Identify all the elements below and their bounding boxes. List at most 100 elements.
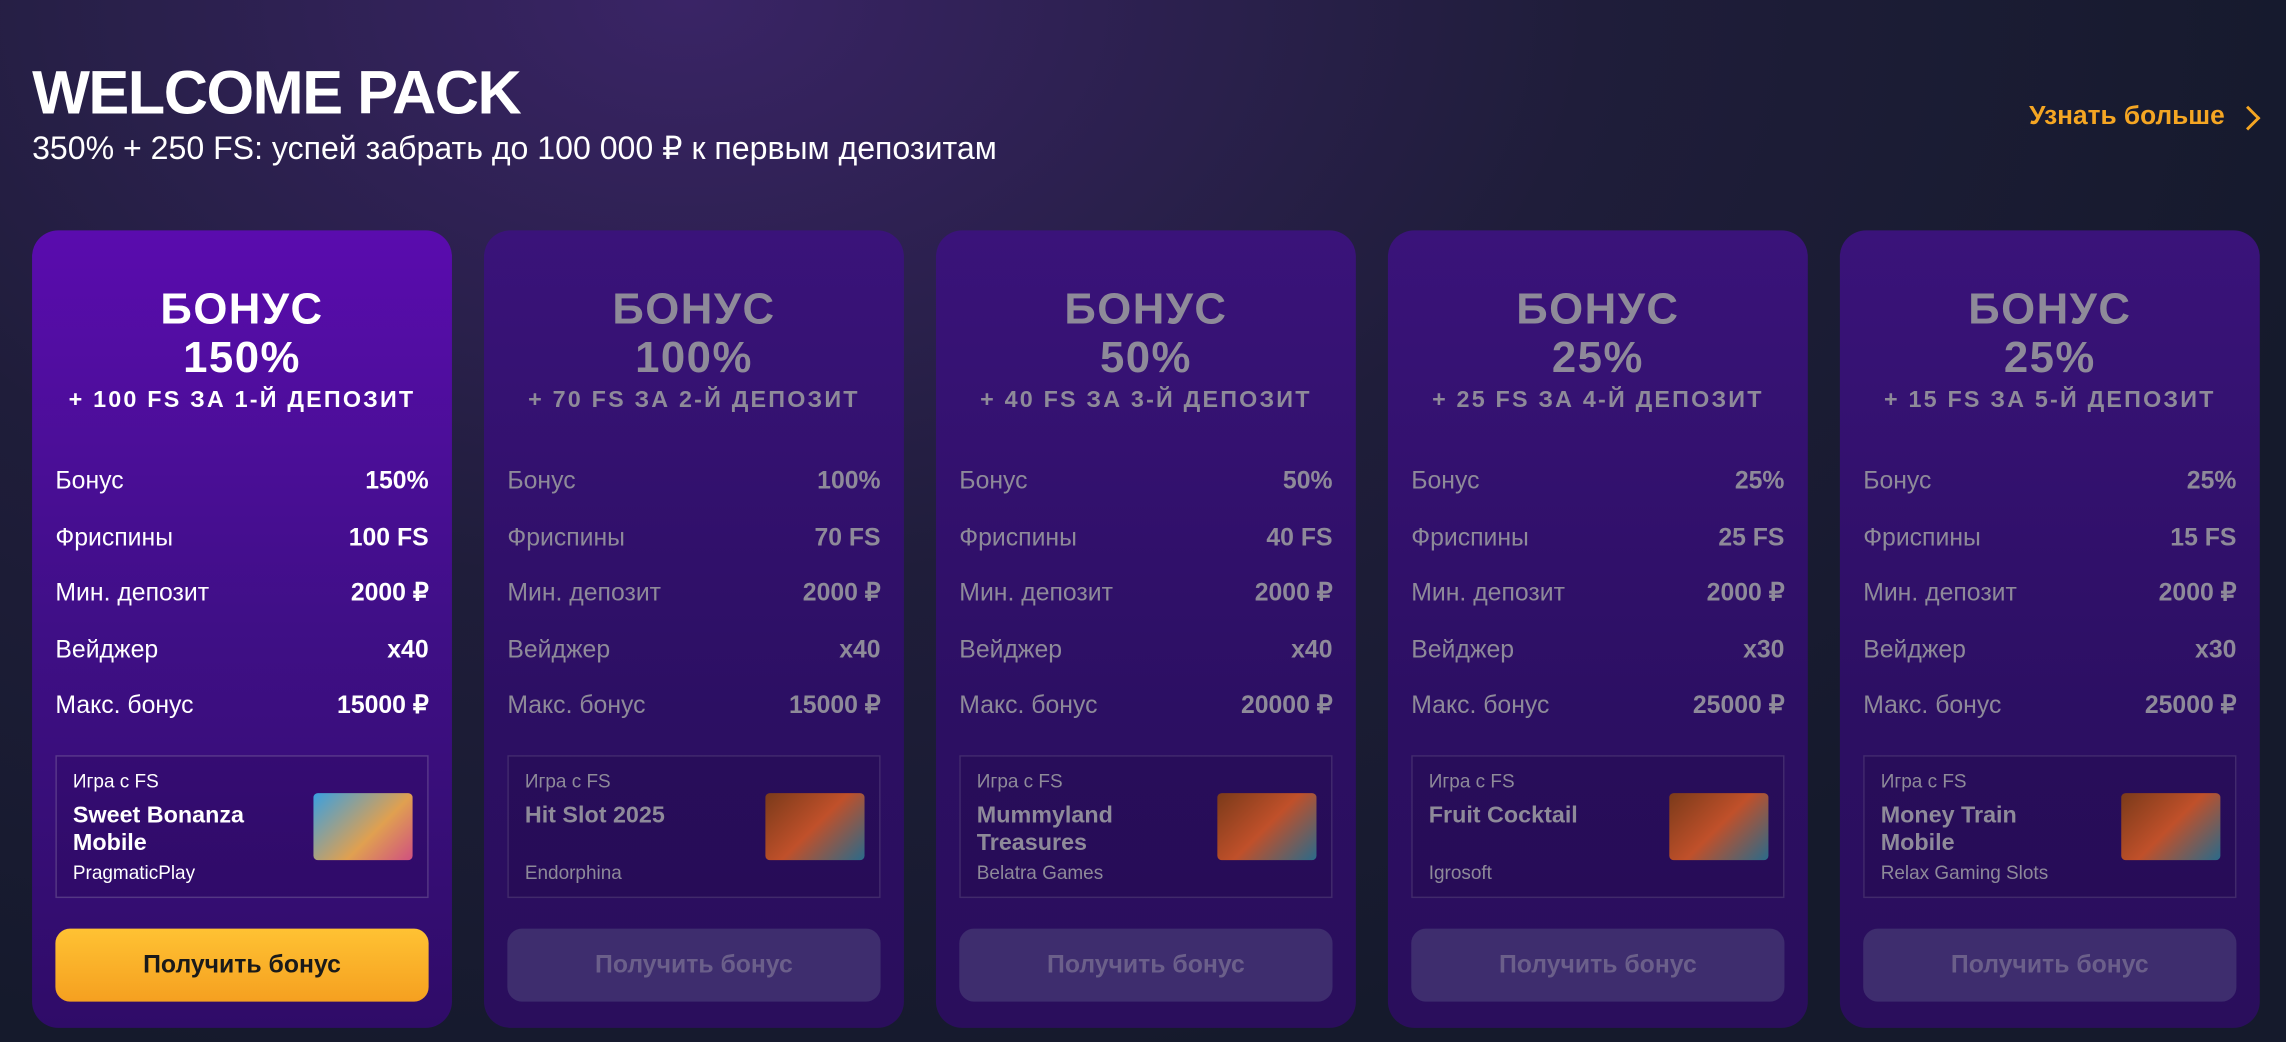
row-label: Мин. депозит xyxy=(959,578,1113,607)
row-value: 25000 ₽ xyxy=(1692,691,1785,719)
row-value: x40 xyxy=(387,634,429,663)
row-value: 50% xyxy=(1282,466,1333,495)
row-label: Фриспины xyxy=(1863,522,1981,551)
row-value: 2000 ₽ xyxy=(1254,578,1333,607)
info-row: Фриспины 70 FS xyxy=(507,523,880,552)
game-provider: Endorphina xyxy=(524,861,622,884)
row-label: Мин. депозит xyxy=(507,578,662,607)
info-row: Вейджер x40 xyxy=(55,635,428,664)
game-name: Mummyland Treasures xyxy=(976,803,1113,856)
game-provider: Relax Gaming Slots xyxy=(1880,861,2049,884)
info-row: Макс. бонус 25000 ₽ xyxy=(1411,691,1784,720)
game-box[interactable]: Игра с FS Sweet Bonanza Mobile PragmaticPl… xyxy=(55,755,429,899)
game-thumbnail[interactable] xyxy=(2121,793,2221,861)
game-name: Sweet Bonanza Mobile xyxy=(72,803,244,856)
bonus-card: БОНУС 100% + 70 FS ЗА 2-Й ДЕПОЗИТ Бонус 100%… xyxy=(484,230,904,1028)
info-row: Вейджер x30 xyxy=(1411,635,1784,664)
row-label: Фриспины xyxy=(1411,522,1529,551)
row-value: 2000 ₽ xyxy=(350,578,429,607)
bonus-card: БОНУС 50% + 40 FS ЗА 3-Й ДЕПОЗИТ Бонус 50% Фр… xyxy=(935,230,1356,1028)
card-subtitle: + 40 FS ЗА 3-Й ДЕПОЗИТ xyxy=(980,387,1312,413)
row-label: Мин. депозит xyxy=(55,578,210,607)
game-provider: PragmaticPlay xyxy=(72,861,196,884)
card-percent: 25% xyxy=(2003,333,2096,382)
card-heading: БОНУС xyxy=(612,285,776,334)
game-box[interactable]: Игра с FS Hit Slot 2025 Endorphina xyxy=(507,755,881,899)
card-heading: БОНУС xyxy=(1064,285,1228,334)
row-label: Бонус xyxy=(1411,466,1480,495)
row-value: 2000 ₽ xyxy=(1706,578,1785,607)
bonus-card: БОНУС 25% + 25 FS ЗА 4-Й ДЕПОЗИТ Бонус 25% Фр… xyxy=(1387,230,1808,1028)
row-label: Вейджер xyxy=(55,634,159,663)
chevron-icon[interactable] xyxy=(2235,105,2261,131)
info-row: Фриспины 100 FS xyxy=(55,523,428,552)
bonus-card: БОНУС 25% + 15 FS ЗА 5-Й ДЕПОЗИТ Бонус 25% Фр… xyxy=(1839,230,2260,1028)
row-value: x40 xyxy=(1291,634,1333,663)
row-value: 100% xyxy=(817,466,881,495)
info-row: Фриспины 25 FS xyxy=(1411,523,1784,552)
info-row: Мин. депозит 2000 ₽ xyxy=(55,579,428,608)
row-label: Бонус xyxy=(1863,466,1932,495)
info-row: Вейджер x40 xyxy=(507,635,880,664)
row-label: Бонус xyxy=(55,466,124,495)
row-value: 25000 ₽ xyxy=(2144,691,2237,719)
claim-button[interactable]: Получить бонус xyxy=(959,928,1333,1002)
card-heading: БОНУС xyxy=(1516,285,1680,334)
info-row: Вейджер x40 xyxy=(959,635,1332,664)
game-provider: Belatra Games xyxy=(976,861,1104,884)
claim-button[interactable]: Получить бонус xyxy=(1411,928,1785,1002)
game-thumbnail[interactable] xyxy=(1669,793,1769,861)
game-name: Fruit Cocktail xyxy=(1428,803,1578,829)
game-caption: Игра с FS xyxy=(976,769,1063,792)
game-caption: Игра с FS xyxy=(1880,769,1967,792)
row-value: x30 xyxy=(2195,634,2237,663)
row-label: Макс. бонус xyxy=(507,691,646,719)
row-label: Мин. депозит xyxy=(1411,578,1565,607)
more-link[interactable]: Узнать больше xyxy=(2029,100,2225,130)
row-value: 2000 ₽ xyxy=(802,578,881,607)
game-box[interactable]: Игра с FS Mummyland Treasures Belatra Game… xyxy=(959,755,1333,899)
row-value: 15 FS xyxy=(2170,522,2237,551)
row-value: 15000 ₽ xyxy=(788,691,881,719)
info-row: Бонус 25% xyxy=(1411,467,1784,496)
row-label: Мин. депозит xyxy=(1863,578,2017,607)
info-row: Бонус 50% xyxy=(959,467,1332,496)
row-value: 70 FS xyxy=(814,522,881,551)
info-row: Фриспины 40 FS xyxy=(959,523,1332,552)
claim-button[interactable]: Получить бонус xyxy=(55,928,429,1002)
game-thumbnail[interactable] xyxy=(313,793,413,861)
info-row: Мин. депозит 2000 ₽ xyxy=(959,579,1332,608)
row-label: Бонус xyxy=(507,466,576,495)
game-name: Hit Slot 2025 xyxy=(524,803,665,829)
game-provider: Igrosoft xyxy=(1428,861,1492,884)
info-row: Макс. бонус 15000 ₽ xyxy=(55,691,428,720)
info-row: Бонус 150% xyxy=(55,467,428,496)
info-row: Бонус 25% xyxy=(1863,467,2236,496)
row-value: 150% xyxy=(365,466,429,495)
row-label: Макс. бонус xyxy=(959,691,1098,719)
claim-button[interactable]: Получить бонус xyxy=(507,928,881,1002)
row-label: Вейджер xyxy=(1863,634,1966,663)
bonus-card: БОНУС 150% + 100 FS ЗА 1-Й ДЕПОЗИТ Бонус 150… xyxy=(32,230,452,1028)
info-row: Макс. бонус 25000 ₽ xyxy=(1863,691,2236,720)
card-percent: 150% xyxy=(183,333,301,382)
game-thumbnail[interactable] xyxy=(1217,793,1317,861)
game-box[interactable]: Игра с FS Money Train Mobile Relax Gaming … xyxy=(1863,755,2237,899)
card-subtitle: + 25 FS ЗА 4-Й ДЕПОЗИТ xyxy=(1432,387,1764,413)
claim-button[interactable]: Получить бонус xyxy=(1863,928,2237,1002)
row-label: Макс. бонус xyxy=(55,691,194,719)
row-value: 25% xyxy=(1734,466,1785,495)
row-label: Вейджер xyxy=(1411,634,1515,663)
card-percent: 100% xyxy=(635,333,753,382)
card-heading: БОНУС xyxy=(1968,285,2132,334)
card-subtitle: + 15 FS ЗА 5-Й ДЕПОЗИТ xyxy=(1884,387,2216,413)
game-thumbnail[interactable] xyxy=(765,793,865,861)
game-box[interactable]: Игра с FS Fruit Cocktail Igrosoft xyxy=(1411,755,1785,899)
row-label: Фриспины xyxy=(507,522,625,551)
row-value: 15000 ₽ xyxy=(337,691,429,719)
row-value: 2000 ₽ xyxy=(2158,578,2237,607)
row-label: Фриспины xyxy=(959,522,1077,551)
game-caption: Игра с FS xyxy=(1428,769,1515,792)
